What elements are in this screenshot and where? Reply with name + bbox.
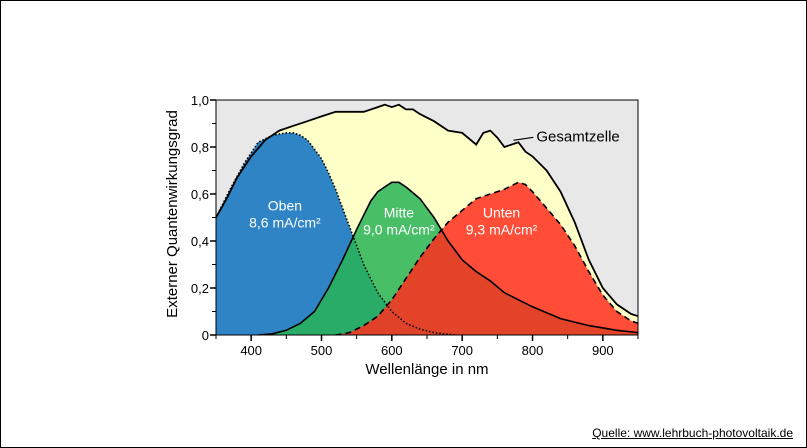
series-area-unten <box>335 182 638 335</box>
y-axis-title: Externer Quantenwirkungsgrad <box>164 110 181 318</box>
x-tick-label-600: 600 <box>381 343 403 358</box>
y-tick-label: 0,2 <box>191 281 209 296</box>
y-tick-label: 0,8 <box>191 140 209 155</box>
x-axis-title: Wellenlänge in nm <box>365 361 488 378</box>
series-label-oben: Oben 8,6 mA/cm² <box>249 197 321 230</box>
x-tick-label-900: 900 <box>592 343 614 358</box>
x-tick-label-500: 500 <box>311 343 333 358</box>
series-line-gesamtzelle <box>216 103 638 318</box>
annotation-leader-line <box>513 136 534 141</box>
source-link[interactable]: Quelle: www.lehrbuch-photovoltaik.de <box>592 426 793 440</box>
x-tick-label-800: 800 <box>522 343 544 358</box>
series-label-mitte: Mitte 9,0 mA/cm² <box>363 205 435 238</box>
y-tick-label: 0,4 <box>191 234 209 249</box>
x-tick-label-700: 700 <box>451 343 473 358</box>
series-label-unten: Unten 9,3 mA/cm² <box>466 205 538 238</box>
y-tick-label: 0,6 <box>191 187 209 202</box>
y-tick-label: 1,0 <box>191 93 209 108</box>
series-line-oben <box>216 132 456 335</box>
series-line-mitte <box>258 181 638 335</box>
y-tick-label: 0 <box>202 328 209 343</box>
series-line-unten <box>335 181 638 335</box>
x-tick-label-400: 400 <box>240 343 262 358</box>
annotation-gesamtzelle: Gesamtzelle <box>536 128 619 145</box>
series-area-oben <box>216 132 456 335</box>
